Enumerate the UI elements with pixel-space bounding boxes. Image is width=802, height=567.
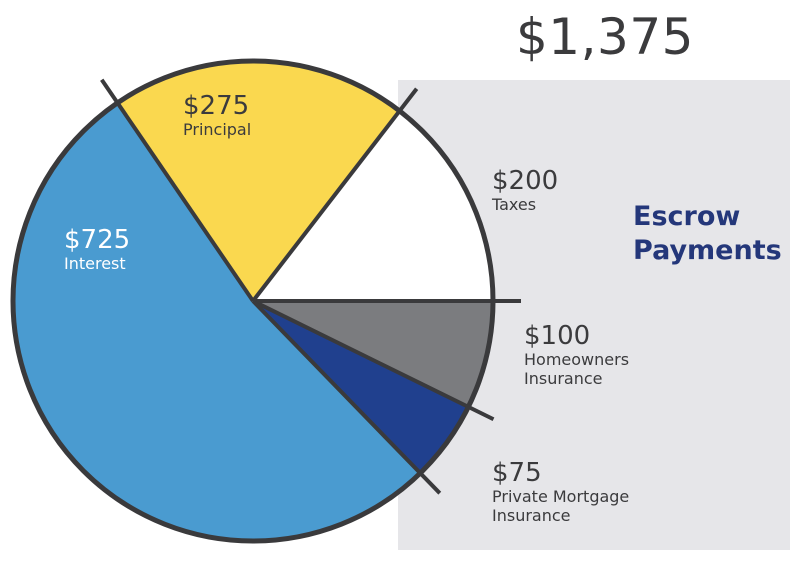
pmi-name: Private Mortgage Insurance <box>492 487 630 525</box>
slice-homeowners-insurance <box>253 301 493 407</box>
taxes-name: Taxes <box>492 195 537 214</box>
interest-name: Interest <box>64 254 126 273</box>
taxes-amount: $200 <box>492 166 559 196</box>
escrow-payments-title: Escrow Payments <box>633 200 782 268</box>
label-interest: $725 Interest <box>64 226 130 273</box>
escrow-title-line1: Escrow <box>633 201 741 232</box>
divider-before-interest <box>251 299 442 495</box>
slice-taxes <box>253 110 493 302</box>
divider-before-taxes <box>251 87 419 303</box>
label-private-mortgage-insurance: $75 Private Mortgage Insurance <box>492 459 652 525</box>
label-taxes: $200 Taxes <box>492 167 558 214</box>
total-payment: $1,375 <box>516 8 694 66</box>
interest-amount: $725 <box>64 225 131 255</box>
slice-principal <box>117 60 400 302</box>
principal-amount: $275 <box>183 91 250 121</box>
divider-before-private-mortgage-insurance <box>252 299 495 422</box>
homeowners-name: Homeowners Insurance <box>524 350 630 388</box>
divider-before-principal <box>100 78 255 303</box>
pie-outline <box>10 58 496 544</box>
slice-private-mortgage-insurance <box>253 301 469 474</box>
pmi-amount: $75 <box>492 458 542 488</box>
slice-interest <box>13 102 421 541</box>
escrow-title-line2: Payments <box>633 235 782 266</box>
label-principal: $275 Principal <box>183 92 251 139</box>
principal-name: Principal <box>183 120 252 139</box>
homeowners-amount: $100 <box>524 321 591 351</box>
label-homeowners-insurance: $100 Homeowners Insurance <box>524 322 664 388</box>
